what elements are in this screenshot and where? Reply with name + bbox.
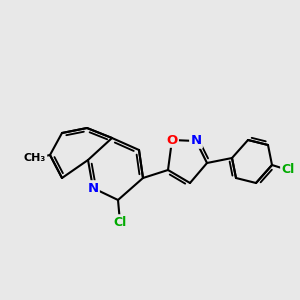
- Text: N: N: [190, 134, 202, 148]
- Text: O: O: [167, 134, 178, 146]
- Text: CH₃: CH₃: [24, 153, 46, 163]
- Text: N: N: [87, 182, 99, 194]
- Text: Cl: Cl: [113, 215, 127, 229]
- Text: Cl: Cl: [281, 164, 295, 176]
